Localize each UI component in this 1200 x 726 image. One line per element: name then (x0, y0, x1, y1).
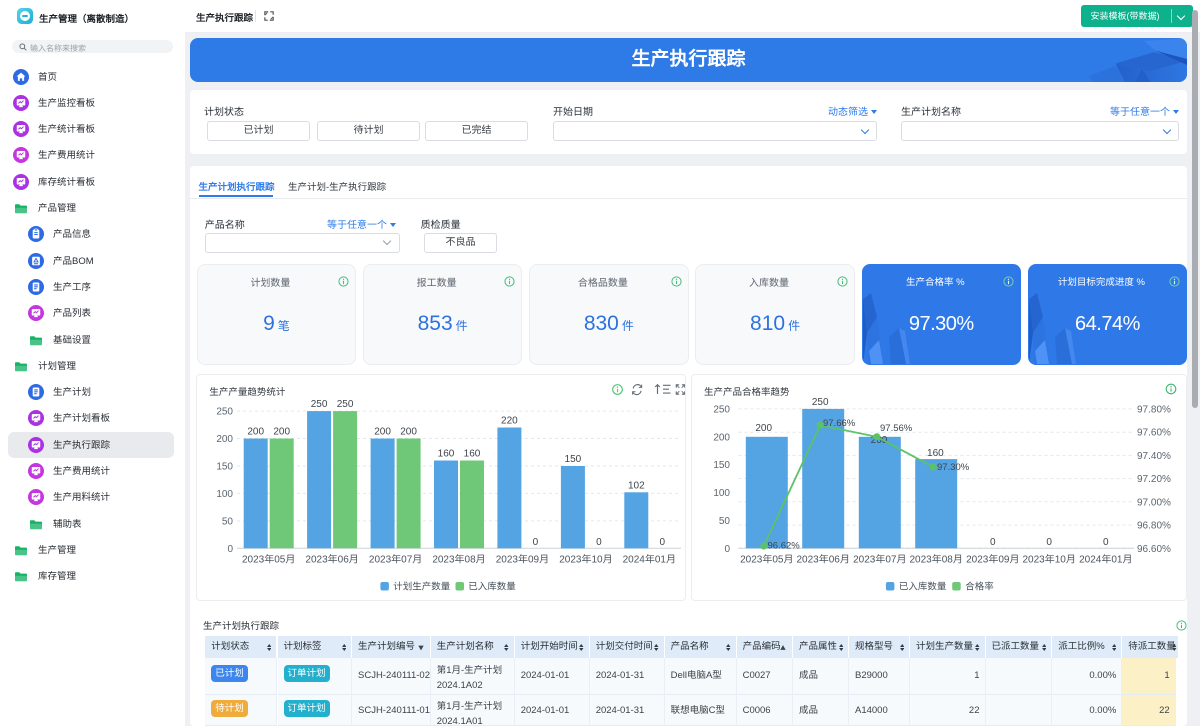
svg-text:计划生产数量: 计划生产数量 (394, 581, 452, 592)
svg-text:250: 250 (713, 404, 730, 415)
svg-text:96.80%: 96.80% (1137, 520, 1171, 531)
svg-text:150: 150 (565, 454, 582, 465)
svg-text:0: 0 (228, 543, 234, 554)
svg-text:2023年07月: 2023年07月 (369, 553, 422, 565)
svg-text:97.40%: 97.40% (1137, 450, 1171, 461)
svg-text:97.56%: 97.56% (880, 423, 913, 434)
svg-text:0: 0 (1046, 536, 1052, 547)
svg-text:200: 200 (274, 426, 291, 437)
svg-text:0: 0 (990, 536, 996, 547)
svg-text:160: 160 (927, 448, 944, 459)
svg-text:200: 200 (248, 426, 265, 437)
svg-text:2023年10月: 2023年10月 (560, 553, 613, 565)
svg-text:97.20%: 97.20% (1137, 474, 1171, 485)
svg-text:0: 0 (597, 536, 603, 547)
svg-text:97.00%: 97.00% (1137, 497, 1171, 508)
svg-text:200: 200 (375, 426, 392, 437)
svg-text:100: 100 (217, 488, 234, 499)
svg-text:2023年09月: 2023年09月 (966, 553, 1019, 565)
svg-text:97.60%: 97.60% (1137, 427, 1171, 438)
svg-text:250: 250 (311, 399, 328, 410)
svg-text:合格率: 合格率 (965, 580, 994, 592)
svg-text:250: 250 (337, 399, 354, 410)
svg-text:50: 50 (222, 516, 234, 527)
svg-text:2023年07月: 2023年07月 (853, 553, 906, 565)
svg-text:200: 200 (713, 432, 730, 443)
svg-text:102: 102 (628, 480, 645, 491)
svg-text:220: 220 (501, 415, 518, 426)
svg-text:200: 200 (217, 434, 234, 445)
svg-text:150: 150 (713, 460, 730, 471)
svg-text:200: 200 (401, 426, 418, 437)
svg-text:50: 50 (719, 515, 731, 526)
svg-text:160: 160 (438, 448, 455, 459)
svg-text:2023年08月: 2023年08月 (910, 553, 963, 565)
svg-text:100: 100 (713, 488, 730, 499)
svg-text:96.60%: 96.60% (1137, 543, 1171, 554)
svg-text:200: 200 (871, 435, 888, 446)
svg-text:97.80%: 97.80% (1137, 404, 1171, 415)
svg-text:2023年05月: 2023年05月 (740, 553, 793, 565)
svg-text:160: 160 (464, 448, 481, 459)
svg-text:2023年05月: 2023年05月 (242, 553, 295, 565)
svg-text:0: 0 (533, 536, 539, 547)
svg-text:2023年08月: 2023年08月 (433, 553, 486, 565)
svg-text:2024年01月: 2024年01月 (623, 553, 676, 565)
svg-text:2023年06月: 2023年06月 (306, 553, 359, 565)
svg-text:0: 0 (1103, 536, 1109, 547)
svg-text:200: 200 (755, 423, 772, 434)
svg-text:2023年09月: 2023年09月 (496, 553, 549, 565)
svg-text:0: 0 (724, 543, 730, 554)
svg-text:97.30%: 97.30% (937, 462, 970, 473)
svg-text:96.62%: 96.62% (768, 540, 801, 551)
svg-text:2024年01月: 2024年01月 (1079, 553, 1132, 565)
svg-text:0: 0 (660, 536, 666, 547)
svg-text:250: 250 (217, 406, 234, 417)
svg-text:150: 150 (217, 461, 234, 472)
svg-text:2023年06月: 2023年06月 (797, 553, 850, 565)
svg-text:已入库数量: 已入库数量 (899, 581, 947, 592)
svg-text:2023年10月: 2023年10月 (1023, 553, 1076, 565)
svg-text:97.66%: 97.66% (823, 418, 856, 429)
svg-text:已入库数量: 已入库数量 (469, 581, 517, 592)
svg-text:250: 250 (812, 396, 829, 407)
